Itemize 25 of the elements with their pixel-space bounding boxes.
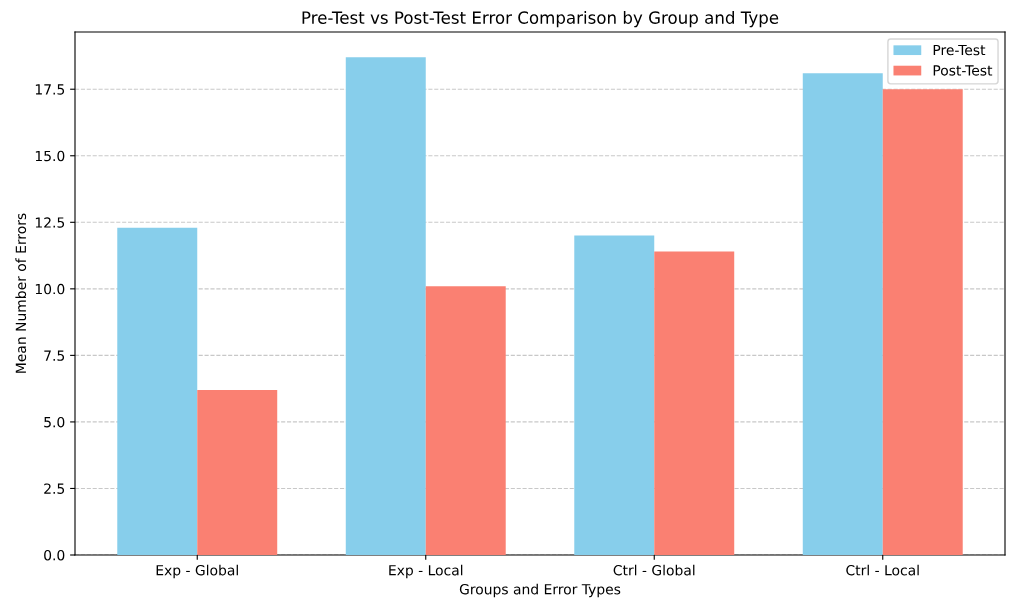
bar [197, 389, 278, 555]
y-tick-label: 2.5 [44, 483, 65, 494]
x-tick-label: Ctrl - Local [846, 564, 919, 576]
bar [802, 73, 883, 555]
legend-label: Pre-Test [933, 44, 986, 56]
x-tick-label: Exp - Global [156, 564, 238, 579]
bar [345, 57, 426, 555]
legend-label: Post-Test [933, 65, 993, 76]
bar [882, 89, 963, 555]
bar [425, 286, 506, 555]
y-axis-title: Mean Number of Errors [15, 213, 27, 373]
bar [654, 251, 735, 555]
y-tick-label: 17.5 [35, 84, 65, 95]
x-tick-label: Exp - Local [389, 564, 463, 579]
y-tick-label: 15.0 [35, 150, 65, 162]
bar [574, 235, 655, 555]
x-axis-title: Groups and Error Types [459, 583, 621, 598]
chart-title: Pre-Test vs Post-Test Error Comparison by Group and Type [302, 11, 779, 28]
y-tick-label: 7.5 [44, 350, 65, 361]
y-tick-label: 10.0 [35, 283, 65, 295]
y-tick-label: 0.0 [44, 549, 65, 561]
y-tick-label: 5.0 [44, 416, 65, 428]
y-tick-label: 12.5 [35, 217, 65, 228]
bar [117, 227, 198, 555]
x-tick-label: Ctrl - Global [613, 564, 695, 576]
